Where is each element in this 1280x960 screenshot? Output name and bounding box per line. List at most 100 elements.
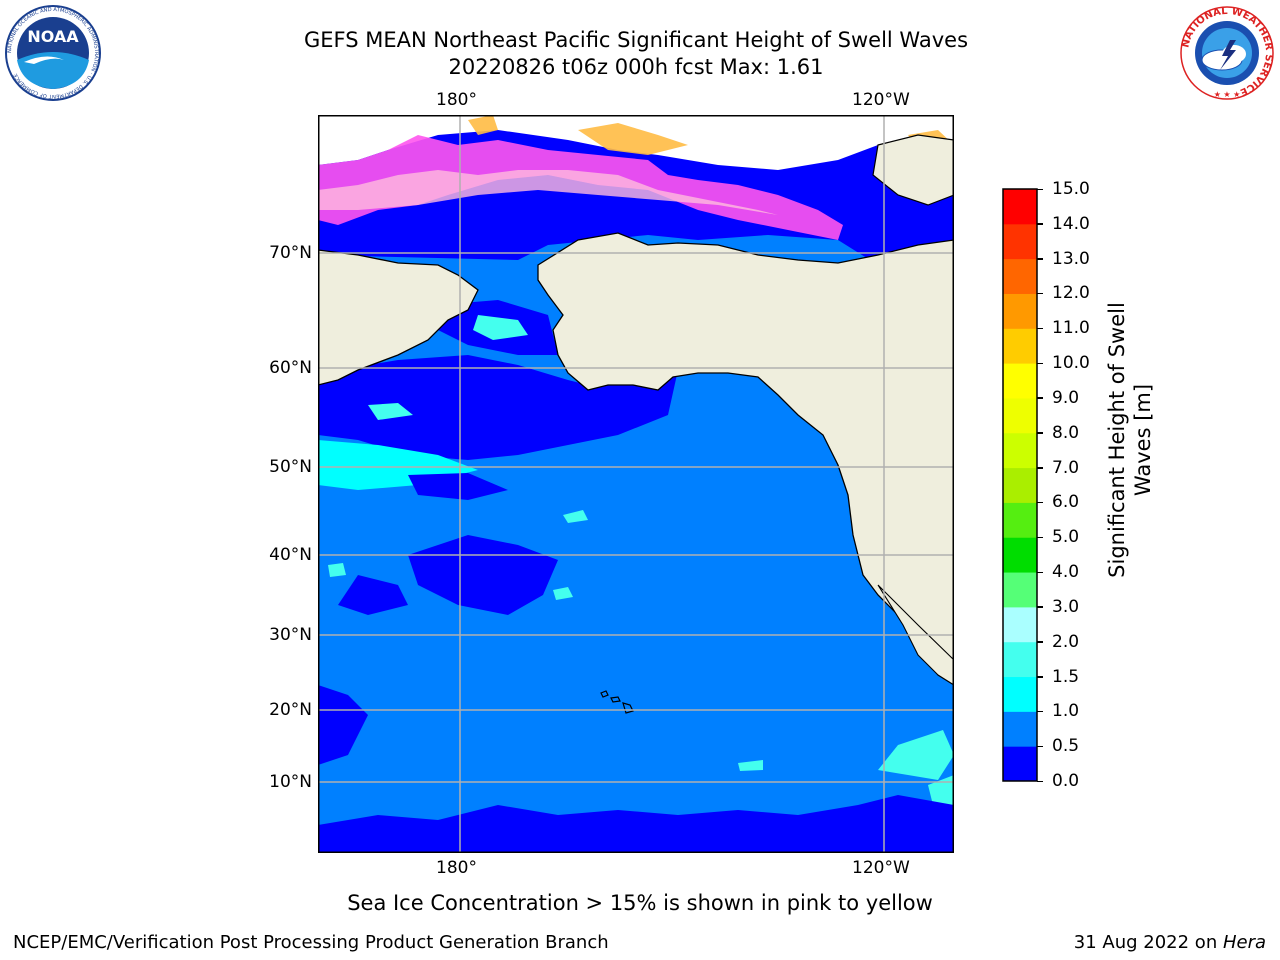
- footer-date: 31 Aug 2022 on: [1073, 932, 1223, 953]
- noaa-logo: NOAA NATIONAL OCEANIC AND ATMOSPHERIC AD…: [4, 4, 102, 102]
- colorbar-swatch-14: [1003, 258, 1037, 294]
- footer-right: 31 Aug 2022 on Hera: [1074, 932, 1266, 953]
- colorbar-tick-label: 13.0: [1052, 248, 1090, 269]
- lat-tick-20n: 20°N: [269, 700, 312, 720]
- colorbar-tick-mark: [1037, 188, 1043, 190]
- colorbar-tick-label: 15.0: [1052, 179, 1090, 199]
- lat-tick-30n: 30°N: [269, 625, 312, 645]
- land-siberia: [318, 249, 479, 386]
- colorbar-swatch-12: [1003, 328, 1037, 364]
- colorbar-tick-label: 4.0: [1052, 562, 1080, 583]
- light-patch-bering: [473, 315, 528, 340]
- lon-tick-bottom-180: 180°: [436, 858, 477, 878]
- lon-tick-bottom-120w: 120°W: [852, 858, 910, 878]
- colorbar-tick-mark: [1037, 292, 1043, 295]
- colorbar-tick-mark: [1037, 606, 1043, 608]
- colorbar-tick-label: 11.0: [1052, 318, 1090, 339]
- colorbar-tick-mark: [1037, 467, 1043, 469]
- colorbar-tick-mark: [1037, 676, 1043, 678]
- colorbar-swatch-2: [1003, 676, 1037, 712]
- svg-text:★ ★ ★: ★ ★ ★: [1214, 90, 1241, 99]
- map-frame: [318, 115, 954, 853]
- bering-dark-region: [318, 355, 678, 460]
- lat-tick-40n: 40°N: [269, 545, 312, 565]
- colorbar-swatch-7: [1003, 502, 1037, 538]
- colorbar-swatch-10: [1003, 397, 1037, 434]
- lat-tick-50n: 50°N: [269, 457, 312, 477]
- colorbar-swatch-3: [1003, 641, 1037, 678]
- colorbar-tick-label: 6.0: [1052, 492, 1080, 513]
- colorbar-swatch-11: [1003, 363, 1037, 399]
- page-subtitle: 20220826 t06z 000h fcst Max: 1.61: [448, 55, 824, 79]
- colorbar-tick-label: 1.5: [1052, 666, 1080, 687]
- page-title: GEFS MEAN Northeast Pacific Significant …: [303, 28, 969, 52]
- colorbar-swatch-0: [1003, 746, 1037, 782]
- lon-tick-top-120w: 120°W: [852, 90, 910, 110]
- colorbar-tick-label: 14.0: [1052, 213, 1090, 234]
- lat-tick-70n: 70°N: [269, 243, 312, 263]
- colorbar: [1002, 188, 1038, 782]
- lat-tick-10n: 10°N: [269, 772, 312, 792]
- colorbar-swatch-6: [1003, 537, 1037, 573]
- colorbar-tick-label: 5.0: [1052, 527, 1080, 548]
- colorbar-tick-mark: [1037, 397, 1043, 399]
- dark-patch-central-48n: [408, 473, 508, 500]
- colorbar-tick-label: 7.0: [1052, 457, 1080, 478]
- colorbar-swatch-9: [1003, 432, 1037, 469]
- colorbar-tick-label: 1.0: [1052, 701, 1080, 722]
- footer-left: NCEP/EMC/Verification Post Processing Pr…: [13, 932, 609, 953]
- sea-ice-orange-patch-2: [468, 115, 498, 135]
- colorbar-tick-label: 0.5: [1052, 736, 1080, 757]
- colorbar-tick-label: 2.0: [1052, 631, 1080, 652]
- colorbar-tick-mark: [1037, 780, 1043, 782]
- colorbar-swatch-4: [1003, 606, 1037, 643]
- light-patch-east-15n: [878, 730, 954, 780]
- colorbar-tick-mark: [1037, 710, 1043, 713]
- swell-height-map: [318, 115, 954, 853]
- colorbar-swatch-5: [1003, 572, 1037, 608]
- dark-patch-west-20n: [318, 685, 368, 765]
- colorbar-tick-mark: [1037, 641, 1043, 643]
- graticule: [318, 115, 954, 853]
- light-patch-mid-2: [553, 587, 573, 600]
- colorbar-frame: [1002, 188, 1038, 782]
- tropical-dark-band: [318, 795, 954, 853]
- colorbar-tick-mark: [1037, 745, 1043, 748]
- noaa-logo-text: NOAA: [27, 27, 79, 46]
- colorbar-tick-mark: [1037, 501, 1043, 504]
- dark-patch-west-35n: [338, 575, 408, 615]
- footer-machine: Hera: [1222, 932, 1266, 953]
- colorbar-label-line2: Waves [m]: [1131, 383, 1155, 497]
- sea-ice-note: Sea Ice Concentration > 15% is shown in …: [347, 891, 933, 915]
- colorbar-tick-mark: [1037, 362, 1043, 365]
- colorbar-swatch-16: [1003, 189, 1037, 225]
- colorbar-tick-label: 3.0: [1052, 596, 1080, 617]
- colorbar-tick-mark: [1037, 258, 1043, 260]
- colorbar-tick-label: 12.0: [1052, 283, 1090, 304]
- colorbar-tick-mark: [1037, 571, 1043, 574]
- colorbar-tick-label: 8.0: [1052, 422, 1080, 443]
- lon-tick-top-180: 180°: [436, 90, 477, 110]
- land-arctic-islands: [872, 134, 954, 206]
- colorbar-swatch-8: [1003, 467, 1037, 503]
- light-patch-mid: [563, 510, 588, 523]
- sea-ice-pink-band: [318, 135, 843, 240]
- colorbar-tick-mark: [1037, 536, 1043, 539]
- lat-tick-60n: 60°N: [269, 358, 312, 378]
- colorbar-tick-mark: [1037, 432, 1043, 434]
- colorbar-tick-label: 9.0: [1052, 387, 1080, 408]
- colorbar-label-line1: Significant Height of Swell: [1105, 302, 1129, 578]
- colorbar-tick-mark: [1037, 223, 1043, 225]
- colorbar-swatch-1: [1003, 711, 1037, 747]
- light-patch-aleutian: [368, 403, 413, 420]
- colorbar-tick-mark: [1037, 327, 1043, 330]
- land-north-america: [537, 232, 954, 686]
- light-patch-west-40n: [328, 563, 346, 577]
- colorbar-swatch-13: [1003, 293, 1037, 329]
- colorbar-tick-label: 10.0: [1052, 353, 1090, 374]
- gulf-alaska-dark: [588, 377, 658, 430]
- sea-ice-light-band: [318, 170, 798, 220]
- colorbar-tick-label: 0.0: [1052, 771, 1080, 791]
- nws-logo: NATIONAL WEATHER SERVICE ★ ★ ★: [1178, 4, 1276, 102]
- light-patch-east-small: [738, 760, 763, 771]
